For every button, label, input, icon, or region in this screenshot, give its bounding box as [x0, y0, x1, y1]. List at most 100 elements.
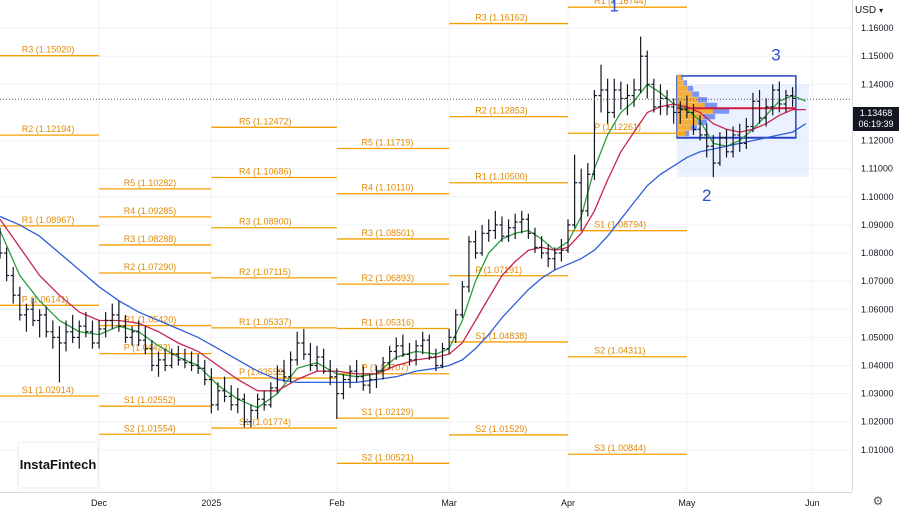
- candle: [301, 328, 307, 360]
- candle: [327, 359, 333, 386]
- time-tick-label: 2025: [201, 498, 221, 508]
- time-tick-label: Feb: [329, 498, 345, 508]
- volume-bar-lower: [688, 85, 694, 92]
- chart-settings-icon[interactable]: ⚙: [872, 494, 884, 508]
- time-tick-label: Jun: [805, 498, 820, 508]
- candle: [717, 132, 723, 166]
- candle: [486, 219, 492, 242]
- wave-label: 3: [771, 45, 780, 64]
- pivot-label: R2 (1.06893): [362, 273, 415, 283]
- volume-bar-upper: [676, 114, 704, 120]
- candle: [578, 168, 584, 231]
- candle: [512, 213, 518, 239]
- candle: [492, 210, 498, 239]
- price-chart[interactable]: R3 (1.15020) R2 (1.12194) R1 (1.08967) P (1…: [0, 0, 852, 492]
- candle: [274, 365, 280, 394]
- volume-bar-upper: [676, 108, 713, 114]
- candle: [261, 390, 267, 411]
- volume-bar-lower: [704, 102, 718, 109]
- candle: [96, 320, 102, 349]
- time-axis-labels: Dec 2025 Feb Mar Apr May Jun: [91, 498, 820, 508]
- price-tick-label: 1.02000: [861, 417, 894, 427]
- candle: [4, 247, 10, 282]
- volume-bar-upper: [676, 80, 684, 86]
- candle: [565, 219, 571, 254]
- ma-line: [0, 103, 806, 392]
- candle: [50, 320, 56, 349]
- candle: [116, 300, 122, 332]
- pivot-label: R2 (1.07115): [239, 267, 291, 277]
- price-tick-label: 1.07000: [861, 276, 894, 286]
- candle: [294, 331, 300, 366]
- candle: [129, 326, 135, 346]
- candle: [43, 306, 49, 338]
- candle: [321, 348, 327, 374]
- pivot-label: P (1.03552): [239, 367, 286, 377]
- current-price-badge: 1.13468 06:19:39: [853, 107, 899, 131]
- candle: [506, 219, 512, 242]
- candle: [453, 309, 459, 343]
- candle: [208, 368, 214, 414]
- time-tick-label: May: [678, 498, 696, 508]
- time-axis[interactable]: Dec 2025 Feb Mar Apr May Jun: [0, 492, 852, 511]
- candle: [241, 393, 247, 428]
- pivot-label: R2 (1.12853): [475, 106, 528, 116]
- candle: [354, 359, 360, 383]
- candle: [255, 393, 261, 419]
- candle: [70, 314, 76, 343]
- candle: [572, 154, 578, 228]
- pivot-label: S2 (1.04311): [594, 346, 645, 356]
- price-tick-label: 1.09000: [861, 220, 894, 230]
- candle: [671, 98, 677, 124]
- candle: [340, 373, 346, 400]
- candle: [519, 210, 525, 234]
- candle: [750, 92, 756, 133]
- candle: [473, 230, 479, 259]
- pivot-label: P (1.03707): [362, 363, 409, 373]
- bar-countdown: 06:19:39: [858, 119, 894, 129]
- volume-bar-upper: [676, 74, 682, 80]
- pivot-label: R3 (1.08288): [124, 234, 177, 244]
- pivot-label: S1 (1.04838): [475, 331, 527, 341]
- pivot-label: S1 (1.01774): [239, 417, 291, 427]
- wave-label: 2: [702, 186, 711, 205]
- pivot-label: S2 (1.01529): [475, 424, 527, 434]
- pivot-label: R2 (1.12194): [22, 124, 75, 134]
- price-axis[interactable]: 1.16000 1.15000 1.14000 1.12000 1.11000 1.100…: [852, 0, 900, 492]
- time-tick-label: Dec: [91, 498, 108, 508]
- candle: [532, 227, 538, 254]
- candle: [459, 281, 465, 318]
- candle: [109, 303, 115, 329]
- candle: [235, 387, 241, 414]
- candle: [770, 84, 776, 116]
- candle: [618, 81, 624, 110]
- candle: [149, 340, 155, 372]
- candle: [89, 320, 95, 349]
- candle: [446, 328, 452, 355]
- candle: [393, 337, 399, 360]
- time-tick-label: Apr: [561, 498, 575, 508]
- candle: [281, 359, 287, 383]
- pivot-label: R3 (1.08501): [362, 228, 415, 238]
- pivot-label: R1 (1.08967): [22, 215, 75, 225]
- candle: [0, 227, 3, 259]
- candle: [545, 244, 551, 268]
- candle: [776, 81, 782, 113]
- volume-bar-upper: [676, 125, 691, 131]
- candle: [413, 340, 419, 366]
- candle: [373, 365, 379, 388]
- candle: [724, 129, 730, 158]
- currency-label: USD: [855, 5, 877, 16]
- candle: [710, 134, 716, 178]
- candle: [737, 123, 743, 152]
- candle: [664, 89, 670, 116]
- candle: [697, 115, 703, 141]
- price-tick-label: 1.12000: [861, 136, 894, 146]
- currency-selector[interactable]: USD ▾: [855, 3, 885, 19]
- pivot-label: S1 (1.08794): [594, 220, 646, 230]
- candle: [783, 89, 789, 113]
- candle: [56, 326, 62, 383]
- price-tick-label: 1.15000: [861, 51, 894, 61]
- candle: [591, 89, 597, 180]
- candle: [142, 326, 148, 355]
